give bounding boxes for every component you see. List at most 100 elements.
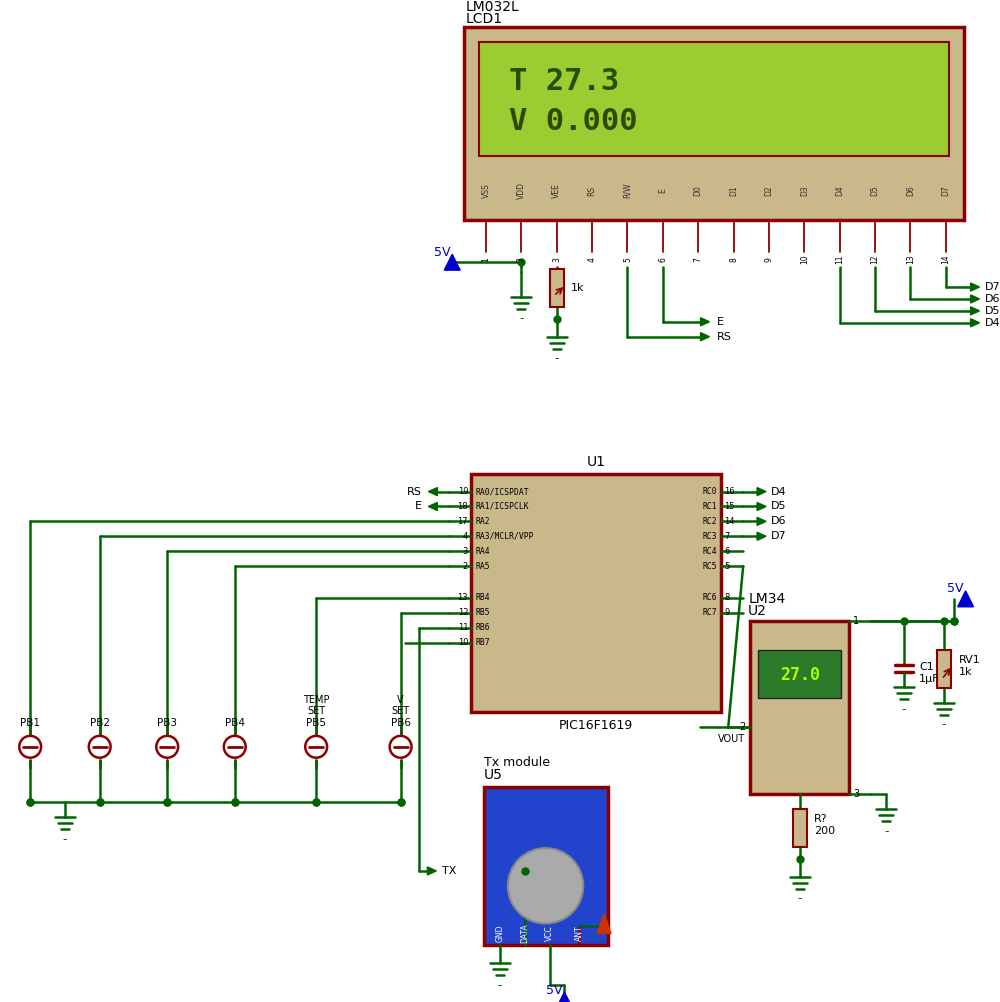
Polygon shape xyxy=(428,502,437,510)
Text: RC2: RC2 xyxy=(703,517,717,526)
Text: PIC16F1619: PIC16F1619 xyxy=(559,719,633,732)
Text: RB7: RB7 xyxy=(475,638,490,647)
Text: 13: 13 xyxy=(906,255,915,265)
Polygon shape xyxy=(757,532,766,540)
Text: -: - xyxy=(63,833,67,846)
Bar xyxy=(750,620,849,795)
Text: 2: 2 xyxy=(463,561,468,570)
Text: 5: 5 xyxy=(623,257,632,262)
Polygon shape xyxy=(701,333,709,341)
Text: LM032L: LM032L xyxy=(466,0,520,14)
Text: D6: D6 xyxy=(771,516,786,526)
Text: 18: 18 xyxy=(457,502,468,511)
Bar xyxy=(484,787,608,946)
Bar xyxy=(758,650,841,698)
Polygon shape xyxy=(428,488,437,496)
Text: 12: 12 xyxy=(871,255,880,264)
Text: D5: D5 xyxy=(771,501,786,511)
Text: D7: D7 xyxy=(771,531,787,541)
Text: RA5: RA5 xyxy=(475,561,490,570)
Text: LM34: LM34 xyxy=(748,592,785,606)
Text: T 27.3: T 27.3 xyxy=(509,67,619,96)
Text: RA1/ICSPCLK: RA1/ICSPCLK xyxy=(475,502,529,511)
Text: RB4: RB4 xyxy=(475,593,490,602)
Text: D6: D6 xyxy=(906,185,915,196)
Text: 9: 9 xyxy=(764,257,773,262)
Text: 10: 10 xyxy=(800,255,809,265)
Text: TX: TX xyxy=(442,866,457,876)
Text: SET: SET xyxy=(307,706,325,716)
Text: D4: D4 xyxy=(984,318,1000,328)
Text: 11: 11 xyxy=(458,623,468,632)
Text: -: - xyxy=(884,825,888,838)
Text: V: V xyxy=(397,695,404,705)
Text: PB2: PB2 xyxy=(90,718,110,728)
Bar xyxy=(937,650,951,688)
Text: D4: D4 xyxy=(835,185,844,196)
Bar xyxy=(464,27,964,220)
Polygon shape xyxy=(757,488,766,496)
Text: 13: 13 xyxy=(457,593,468,602)
Text: RA4: RA4 xyxy=(475,547,490,556)
Text: 6: 6 xyxy=(658,257,667,262)
Text: VOUT: VOUT xyxy=(718,733,745,743)
Text: RB5: RB5 xyxy=(475,608,490,617)
Text: PB3: PB3 xyxy=(157,718,177,728)
Text: U1: U1 xyxy=(587,455,606,469)
Circle shape xyxy=(508,848,583,924)
Text: -: - xyxy=(498,979,502,992)
Text: RC4: RC4 xyxy=(703,547,717,556)
Text: RS: RS xyxy=(407,487,421,497)
Polygon shape xyxy=(958,591,974,607)
Polygon shape xyxy=(971,319,980,327)
Text: 7: 7 xyxy=(724,532,730,541)
Text: 16: 16 xyxy=(724,487,735,496)
Text: PB6: PB6 xyxy=(391,718,411,728)
Text: 4: 4 xyxy=(588,257,597,262)
Text: SET: SET xyxy=(392,706,410,716)
Text: C1: C1 xyxy=(919,662,934,672)
Text: 5V: 5V xyxy=(434,245,450,259)
Text: 5: 5 xyxy=(724,561,730,570)
Text: 8: 8 xyxy=(729,257,738,262)
Text: E: E xyxy=(414,501,421,511)
Text: U5: U5 xyxy=(484,768,503,782)
Polygon shape xyxy=(757,517,766,525)
Text: D0: D0 xyxy=(694,185,703,196)
Text: Tx module: Tx module xyxy=(484,757,550,770)
Text: 3: 3 xyxy=(552,257,561,262)
Text: 3: 3 xyxy=(853,790,860,800)
Polygon shape xyxy=(597,914,611,934)
Text: RC1: RC1 xyxy=(703,502,717,511)
Polygon shape xyxy=(971,307,980,315)
Text: 19: 19 xyxy=(458,487,468,496)
Text: RA2: RA2 xyxy=(475,517,490,526)
Text: D5: D5 xyxy=(871,185,880,196)
Text: -: - xyxy=(798,892,802,905)
Polygon shape xyxy=(556,992,572,1002)
Text: -: - xyxy=(519,313,524,326)
Text: 10: 10 xyxy=(458,638,468,647)
Text: RV1: RV1 xyxy=(959,655,980,665)
Text: 14: 14 xyxy=(724,517,735,526)
Text: D5: D5 xyxy=(984,306,1000,316)
Text: PB1: PB1 xyxy=(20,718,40,728)
Text: E: E xyxy=(658,188,667,193)
Text: RS: RS xyxy=(716,332,731,342)
Text: 1μF: 1μF xyxy=(919,674,939,684)
Text: DATA: DATA xyxy=(520,924,529,943)
Text: 11: 11 xyxy=(835,255,844,264)
Text: RC0: RC0 xyxy=(703,487,717,496)
Text: D4: D4 xyxy=(771,487,787,497)
Text: V 0.000: V 0.000 xyxy=(509,106,637,135)
Text: VDD: VDD xyxy=(517,182,526,199)
Text: GND: GND xyxy=(495,925,504,942)
Text: D1: D1 xyxy=(729,185,738,196)
Text: 15: 15 xyxy=(724,502,735,511)
Bar xyxy=(471,474,721,712)
Text: RA0/ICSPDAT: RA0/ICSPDAT xyxy=(475,487,529,496)
Text: 2: 2 xyxy=(739,721,745,731)
Text: E: E xyxy=(716,317,723,327)
Text: 4: 4 xyxy=(463,532,468,541)
Bar xyxy=(793,810,807,847)
